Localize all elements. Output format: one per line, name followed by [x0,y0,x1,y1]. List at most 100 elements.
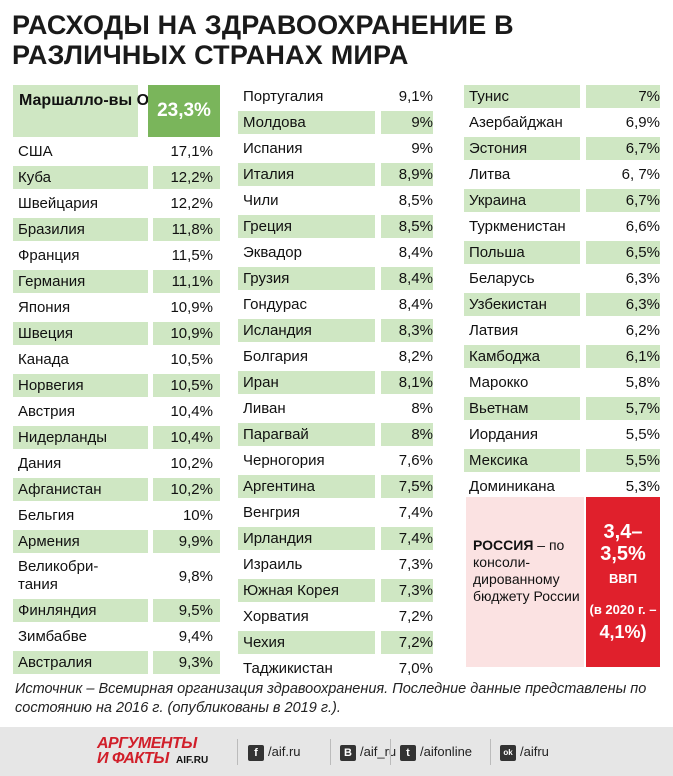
country-value: 7,6% [398,452,433,469]
country-name: Мексика [469,452,528,469]
country-value: 7,2% [398,608,433,625]
row-highlight [586,397,660,420]
country-value: 7,5% [398,478,433,495]
row-highlight [13,426,148,449]
logo-site: AIF.RU [176,755,209,766]
top-country-bg [13,85,138,137]
country-name: Грузия [243,270,290,287]
country-name: Зимбабве [18,628,87,645]
country-name: Израиль [243,556,303,573]
country-name: Южная Корея [243,582,339,599]
row-highlight [13,166,148,189]
row-highlight [464,449,580,472]
row-highlight [13,651,148,674]
country-row: Гондурас 8,4% [238,293,433,316]
row-highlight [381,423,433,446]
country-name: Франция [18,247,80,264]
facebook-icon: f [248,744,264,761]
row-highlight [464,189,580,212]
row-highlight [586,189,660,212]
country-name: Дания [18,455,62,472]
social-link-vk[interactable]: В/aif_ru [340,742,396,762]
russia-text: – по консоли-дированному бюджету России [473,537,580,604]
country-value: 8,5% [398,218,433,235]
country-row: Литва 6, 7% [464,163,660,186]
country-value: 7,2% [398,634,433,651]
country-row: Зимбабве 9,4% [13,625,213,648]
country-value: 11,5% [171,247,213,264]
row-highlight [13,599,148,622]
country-value: 5,3% [625,478,660,495]
country-name: Ирландия [243,530,313,547]
country-name: Болгария [243,348,308,365]
country-value: 5,5% [625,426,660,443]
row-highlight [13,374,148,397]
country-name: Нидерланды [18,429,108,446]
country-row: Афганистан 10,2% [13,478,220,501]
country-value: 10,9% [170,299,213,316]
country-name: Чехия [243,634,286,651]
country-value: 9% [411,114,433,131]
row-highlight [153,599,220,622]
country-value: 8,2% [398,348,433,365]
country-value: 8,4% [398,296,433,313]
country-row: Южная Корея 7,3% [238,579,433,602]
russia-value: 3,4–3,5% [600,521,646,565]
column-2: Португалия 9,1% Молдова 9% Испания 9% Италия 8,… [238,85,433,683]
country-value: 11,1% [171,273,213,290]
country-name: Ливан [243,400,286,417]
country-name: Австрия [18,403,76,420]
country-value: 6,3% [625,270,660,287]
row-highlight [13,218,148,241]
country-row: Таджикистан 7,0% [238,657,433,680]
country-name: Венгрия [243,504,300,521]
country-name: Австралия [18,654,93,671]
column-3: Тунис 7% Азербайджан 6,9% Эстония 6,7% Литва 6,… [464,85,660,501]
aif-logo[interactable]: АРГУМЕНТЫ И ФАКТЫ AIF.RU [97,735,217,769]
country-row: Великобри- тания 9,8% [13,556,213,596]
row-highlight [238,631,375,654]
country-row: Норвегия 10,5% [13,374,220,397]
row-highlight [153,166,220,189]
row-highlight [381,579,433,602]
row-highlight [464,85,580,108]
country-row: Тунис 7% [464,85,660,108]
row-highlight [381,475,433,498]
footer-divider [490,739,491,765]
country-row: Нидерланды 10,4% [13,426,220,449]
country-name: Туркменистан [469,218,566,235]
country-value: 6,6% [625,218,660,235]
country-name: Афганистан [18,481,102,498]
country-value: 8% [411,400,433,417]
country-row: Марокко 5,8% [464,371,660,394]
row-highlight [586,345,660,368]
country-row: Аргентина 7,5% [238,475,433,498]
country-row: Эквадор 8,4% [238,241,433,264]
social-link-ok[interactable]: ok/aifru [500,742,549,762]
country-row: Болгария 8,2% [238,345,433,368]
country-value: 8,9% [398,166,433,183]
country-name: Иордания [469,426,539,443]
russia-sub: (в 2020 г. – [589,602,657,617]
country-row: Италия 8,9% [238,163,433,186]
social-link-facebook[interactable]: f/aif.ru [248,742,301,762]
row-highlight [153,374,220,397]
country-name: Гондурас [243,296,308,313]
row-highlight [153,218,220,241]
country-row: Португалия 9,1% [238,85,433,108]
social-link-twitter[interactable]: t/aifonline [400,742,472,762]
odnoklassniki-icon: ok [500,744,516,761]
row-highlight [13,478,148,501]
country-value: 6, 7% [621,166,660,183]
country-row: Испания 9% [238,137,433,160]
country-value: 8,4% [398,270,433,287]
country-value: 10,4% [170,429,213,446]
country-row: Грузия 8,4% [238,267,433,290]
country-name: Исландия [243,322,312,339]
row-highlight [586,449,660,472]
row-highlight [464,345,580,368]
row-highlight [381,267,433,290]
country-name: Литва [469,166,511,183]
country-name: Аргентина [243,478,315,495]
country-row: Канада 10,5% [13,348,213,371]
